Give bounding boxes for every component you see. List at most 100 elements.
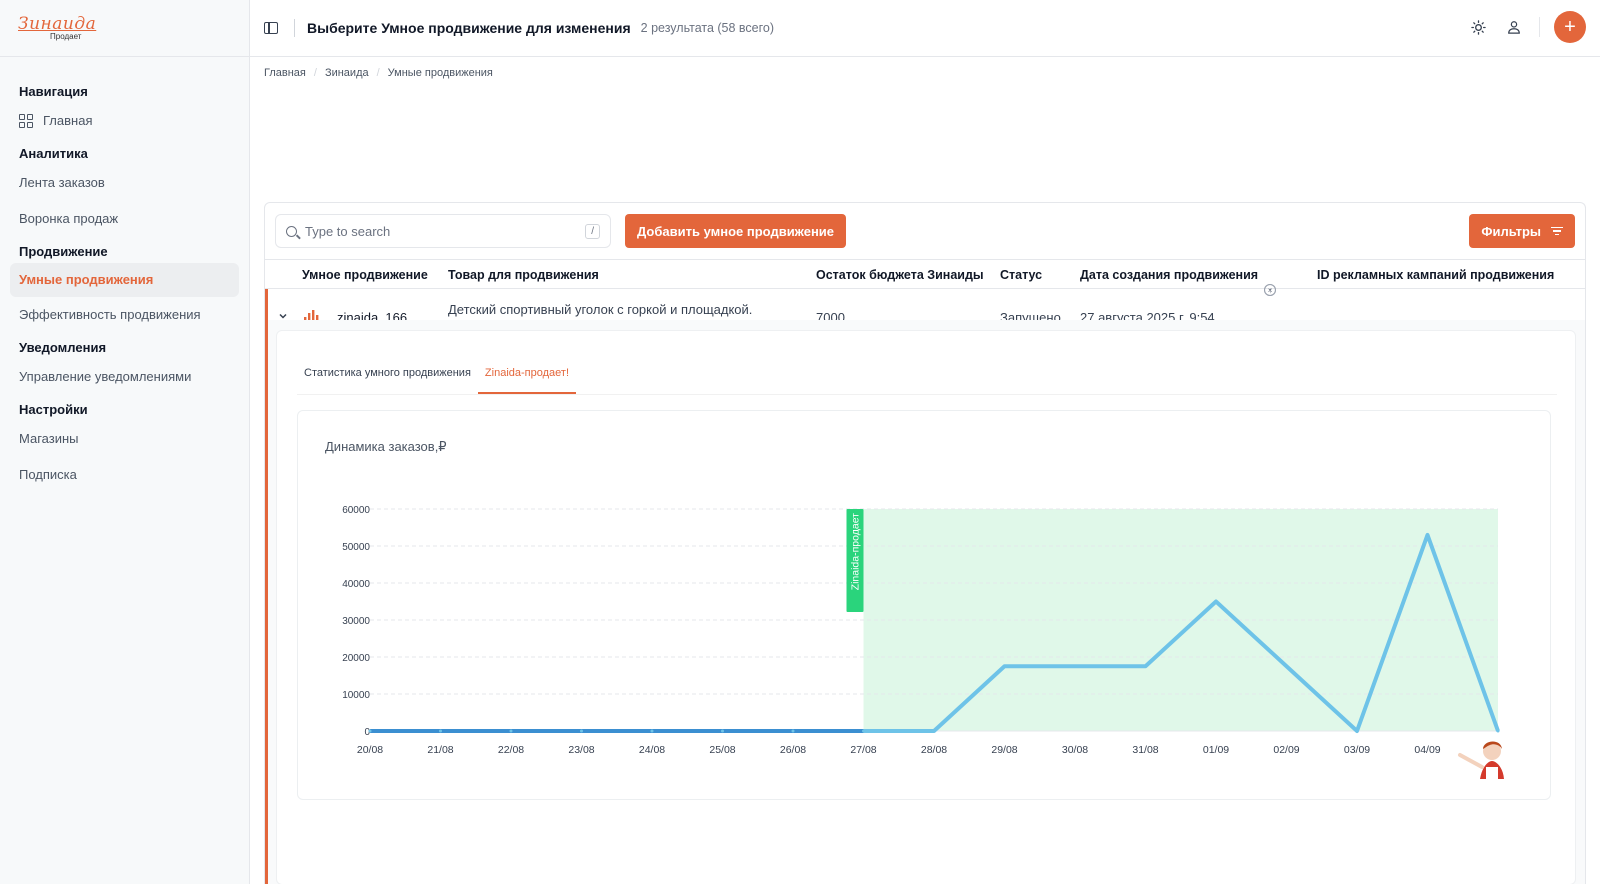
details-panel: Статистика умного продвижения Zinaida-пр… <box>276 330 1576 884</box>
sidebar-item-label: Главная <box>43 113 93 128</box>
data-point <box>1496 729 1500 733</box>
divider <box>1539 17 1540 37</box>
divider <box>294 19 295 37</box>
nav-section-analytics: Аналитика <box>19 146 88 161</box>
logo-sub-text: Продает <box>50 32 82 41</box>
user-icon[interactable] <box>1503 16 1525 38</box>
sidebar-item-shops[interactable]: Магазины <box>19 431 79 446</box>
toolbar: / Добавить умное продвижение Фильтры <box>265 203 1585 259</box>
x-tick-label: 20/08 <box>357 744 383 756</box>
filters-button[interactable]: Фильтры <box>1469 214 1575 248</box>
x-tick-label: 24/08 <box>639 744 665 756</box>
column-header-product[interactable]: Товар для продвижения <box>448 268 599 282</box>
data-point <box>1426 533 1429 537</box>
sidebar-item-subscription[interactable]: Подписка <box>19 467 77 482</box>
y-tick-label: 0 <box>364 727 370 738</box>
data-point <box>1003 664 1006 668</box>
mascot-icon <box>1458 741 1504 779</box>
chevron-down-icon[interactable] <box>278 309 288 324</box>
detail-tabs: Статистика умного продвижения Zinaida-пр… <box>297 355 1557 395</box>
sidebar: Зинаида Продает Навигация Главная Аналит… <box>0 0 250 884</box>
data-point <box>1355 729 1359 733</box>
data-point <box>862 729 865 733</box>
data-point <box>1285 664 1288 668</box>
results-count: 2 результата (58 всего) <box>640 21 775 35</box>
data-point <box>580 729 583 733</box>
column-header-budget[interactable]: Остаток бюджета Зинаиды <box>816 268 984 282</box>
breadcrumb-home[interactable]: Главная <box>264 67 306 79</box>
breadcrumb-separator: / <box>313 67 317 79</box>
clear-sort-icon[interactable]: × <box>1264 284 1277 296</box>
column-header-campaign-ids[interactable]: ID рекламных кампаний продвижения <box>1317 268 1555 282</box>
add-smart-promotion-button[interactable]: Добавить умное продвижение <box>625 214 847 248</box>
y-tick-label: 50000 <box>342 542 370 553</box>
data-point <box>650 729 654 733</box>
tab-zinaida-sells[interactable]: Zinaida-продает! <box>477 355 576 394</box>
column-header-promotion[interactable]: Умное продвижение <box>302 268 428 282</box>
y-tick-label: 20000 <box>342 653 370 664</box>
column-header-status[interactable]: Статус <box>1000 268 1043 282</box>
breadcrumb: Главная / Зинаида / Умные продвижения <box>264 67 493 79</box>
orders-line-chart: 0 10000 20000 30000 40000 50000 60000 20/08 21/0… <box>342 505 1504 779</box>
x-tick-label: 30/08 <box>1062 744 1088 756</box>
search-shortcut-hint: / <box>585 223 600 239</box>
orders-chart-card: Динамика заказов,₽ 0 10000 20000 30000 40000… <box>297 410 1551 800</box>
search-box[interactable]: / <box>275 214 611 248</box>
data-point <box>1073 664 1077 668</box>
tab-promotion-stats[interactable]: Статистика умного продвижения <box>304 367 471 379</box>
top-bar: Выберите Умное продвижение для изменения… <box>250 0 1600 57</box>
column-header-created-label: Дата создания продвижения <box>1080 268 1259 282</box>
search-input[interactable] <box>305 223 578 239</box>
x-tick-label: 23/08 <box>568 744 594 756</box>
breadcrumb-current: Умные продвижения <box>387 67 493 79</box>
nav-section-promotion: Продвижение <box>19 244 108 259</box>
nav-section-navigation: Навигация <box>19 84 88 99</box>
sun-icon[interactable] <box>1467 16 1489 38</box>
plus-icon[interactable]: + <box>1554 11 1586 43</box>
y-tick-label: 10000 <box>342 690 370 701</box>
x-tick-label: 03/09 <box>1344 744 1370 756</box>
x-tick-label: 28/08 <box>921 744 947 756</box>
logo[interactable]: Зинаида Продает <box>0 0 249 57</box>
y-tick-label: 60000 <box>342 505 370 516</box>
x-tick-label: 29/08 <box>991 744 1017 756</box>
sidebar-item-orders-feed[interactable]: Лента заказов <box>19 175 105 190</box>
x-tick-label: 27/08 <box>850 744 876 756</box>
row-details: Статистика умного продвижения Zinaida-пр… <box>265 320 1585 884</box>
sidebar-nav: Навигация Главная Аналитика Лента заказо… <box>0 57 249 493</box>
x-tick-label: 04/09 <box>1414 744 1440 756</box>
data-point <box>932 729 936 733</box>
filter-icon <box>1551 226 1563 236</box>
dashboard-icon <box>19 114 33 128</box>
sidebar-item-promotion-efficiency[interactable]: Эффективность продвижения <box>19 307 201 322</box>
filters-label: Фильтры <box>1481 223 1541 239</box>
nav-section-notifications: Уведомления <box>19 340 107 355</box>
sidebar-item-smart-promotions[interactable]: Умные продвижения <box>10 263 239 297</box>
breadcrumb-zinaida[interactable]: Зинаида <box>324 67 369 79</box>
x-tick-label: 01/09 <box>1203 744 1229 756</box>
promotions-card: / Добавить умное продвижение Фильтры Умн… <box>264 202 1586 884</box>
data-point <box>509 729 513 733</box>
highlight-marker <box>846 509 864 612</box>
nav-section-settings: Настройки <box>19 402 88 417</box>
sidebar-item-notification-management[interactable]: Управление уведомлениями <box>19 369 192 384</box>
highlight-label: Zinaida-продает <box>850 513 862 591</box>
search-icon <box>286 225 297 237</box>
sidebar-toggle-icon[interactable] <box>264 22 278 34</box>
x-tick-label: 26/08 <box>780 744 806 756</box>
data-point <box>721 729 724 733</box>
y-tick-label: 30000 <box>342 616 370 627</box>
sidebar-item-sales-funnel[interactable]: Воронка продаж <box>19 211 119 226</box>
page-title: Выберите Умное продвижение для изменения <box>307 20 631 36</box>
x-tick-label: 22/08 <box>498 744 524 756</box>
x-tick-label: 21/08 <box>427 744 453 756</box>
data-point <box>791 729 795 733</box>
top-actions: + <box>1467 11 1586 43</box>
x-tick-label: 02/09 <box>1273 744 1299 756</box>
data-point <box>439 729 442 733</box>
breadcrumb-separator: / <box>376 67 380 79</box>
chart-title: Динамика заказов,₽ <box>325 439 447 454</box>
data-point <box>1214 600 1218 603</box>
sidebar-item-home[interactable]: Главная <box>0 103 249 139</box>
column-header-created[interactable]: Дата создания продвижения ↑ × <box>1080 268 1277 296</box>
